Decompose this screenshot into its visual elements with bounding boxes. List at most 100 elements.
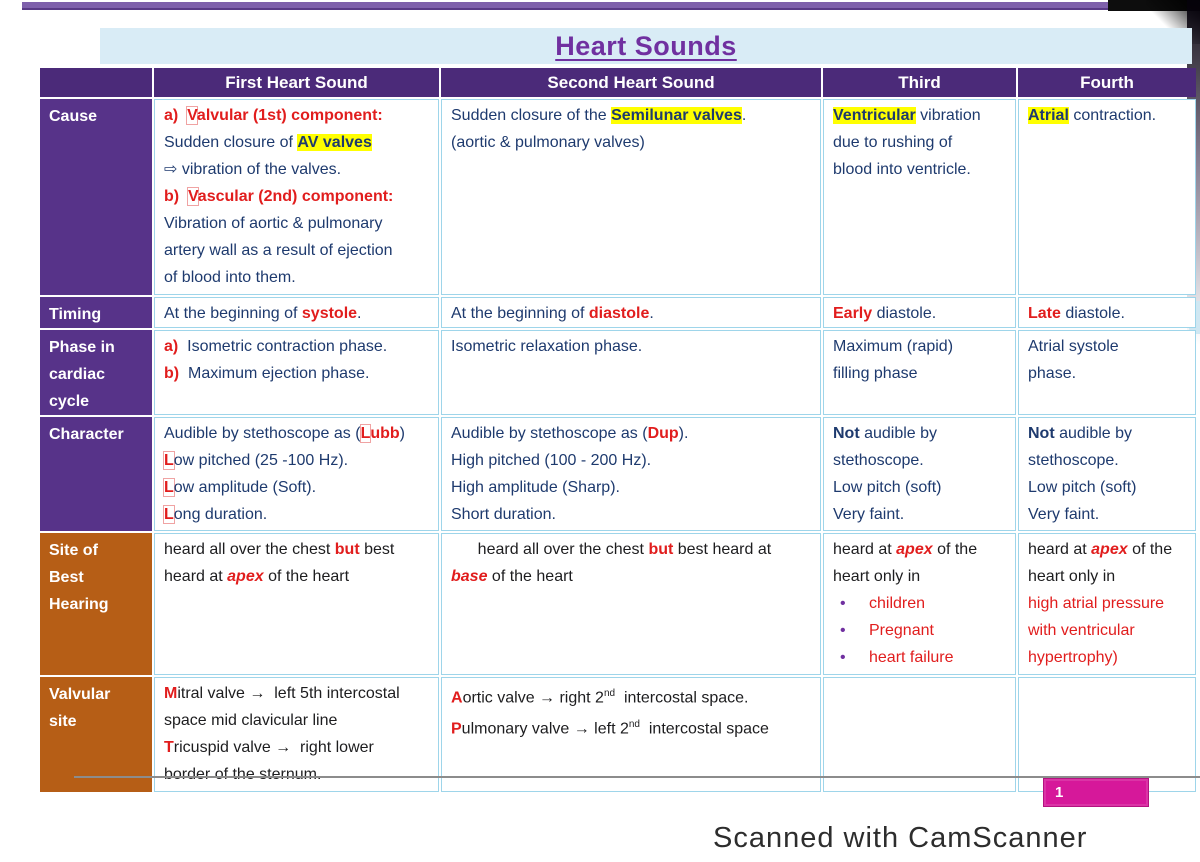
- table-cell: Mitral valve → left 5th intercostal space…: [154, 677, 439, 792]
- text-segment: a): [164, 338, 179, 355]
- text-segment: heard all over the chest: [451, 541, 649, 558]
- cell-line: Short duration.: [451, 501, 818, 528]
- table-cell: Atrial contraction.: [1018, 99, 1196, 295]
- cell-line: At the beginning of systole.: [164, 300, 436, 327]
- text-segment: stethoscope.: [1028, 452, 1119, 469]
- text-segment: a): [164, 107, 188, 124]
- table-cell: At the beginning of systole.: [154, 297, 439, 328]
- cell-line: Late diastole.: [1028, 300, 1193, 327]
- text-segment: blood into ventricle.: [833, 161, 971, 178]
- cell-line: with ventricular: [1028, 617, 1193, 644]
- row-label: Site of Best Hearing: [40, 533, 152, 675]
- text-segment: contraction.: [1068, 107, 1157, 124]
- text-segment: high atrial pressure: [1028, 595, 1165, 612]
- table-cell: [823, 677, 1016, 792]
- cell-line: of blood into them.: [164, 264, 436, 291]
- cell-line: High amplitude (Sharp).: [451, 474, 818, 501]
- table-cell: Ventricular vibration due to rushing of bl…: [823, 99, 1016, 295]
- column-header: Fourth: [1018, 68, 1196, 97]
- cell-line: Ventricular vibration: [833, 102, 1013, 129]
- cell-line: Atrial systole: [1028, 333, 1193, 360]
- text-segment: T: [164, 739, 174, 756]
- cell-line: • Pregnant: [833, 617, 1013, 644]
- text-segment: heard all over the chest: [164, 541, 335, 558]
- cell-line: a) Valvular (1st) component:: [164, 102, 436, 129]
- text-segment: phase.: [1028, 365, 1077, 382]
- text-segment: →: [249, 685, 266, 702]
- cell-line: Aortic valve → right 2nd intercostal spa…: [451, 680, 818, 711]
- text-segment: b): [164, 188, 188, 205]
- text-segment: intercostal space: [639, 720, 769, 738]
- text-segment: Very faint.: [1028, 506, 1100, 523]
- text-segment: ong duration.: [173, 506, 268, 523]
- camscanner-watermark: Scanned with CamScanner: [713, 822, 1088, 854]
- cell-line: Atrial contraction.: [1028, 102, 1193, 129]
- cell-line: ⇨ vibration of the valves.: [164, 156, 436, 183]
- text-segment: filling phase: [833, 365, 918, 382]
- table-cell: Sudden closure of the Semilunar valves. (…: [441, 99, 821, 295]
- column-header: Second Heart Sound: [441, 68, 821, 97]
- text-segment: due to rushing of: [833, 134, 953, 151]
- cell-line: Audible by stethoscope as (Dup).: [451, 420, 818, 447]
- table-row: Timing At the beginning of systole. At the…: [40, 297, 1196, 328]
- text-segment: L: [164, 452, 174, 469]
- table-row: Phase in cardiac cycle a) Isometric contr…: [40, 330, 1196, 415]
- text-segment: .: [357, 305, 362, 322]
- text-segment: diastole.: [1060, 305, 1125, 322]
- cell-line: Maximum (rapid): [833, 333, 1013, 360]
- table-cell: Early diastole.: [823, 297, 1016, 328]
- table-row: Character Audible by stethoscope as (Lubb…: [40, 417, 1196, 531]
- table-cell: [1018, 677, 1196, 792]
- text-segment: Late: [1028, 305, 1061, 322]
- text-segment: •: [840, 595, 846, 612]
- column-header: [40, 68, 152, 97]
- cell-line: heard all over the chest but best: [164, 536, 436, 563]
- text-segment: Audible by stethoscope as (: [164, 425, 361, 442]
- table-row: Cause a) Valvular (1st) component: Sudden …: [40, 99, 1196, 295]
- text-segment: Atrial systole: [1028, 338, 1119, 355]
- text-segment: Low pitch (soft): [833, 479, 942, 496]
- text-segment: High pitched (100 - 200 Hz).: [451, 452, 652, 469]
- cell-line: Tricuspid valve → right lower: [164, 734, 436, 761]
- table-cell: Audible by stethoscope as (Dup). High pit…: [441, 417, 821, 531]
- text-segment: children: [869, 595, 926, 612]
- text-segment: ascular (2nd) component:: [197, 188, 394, 205]
- cell-line: Audible by stethoscope as (Lubb): [164, 420, 436, 447]
- cell-line: Early diastole.: [833, 300, 1013, 327]
- text-segment: audible by: [1054, 425, 1133, 442]
- table-cell: Audible by stethoscope as (Lubb) Low pitc…: [154, 417, 439, 531]
- text-segment: Very faint.: [833, 506, 905, 523]
- text-segment: nd: [628, 719, 640, 731]
- cell-line: Sudden closure of the Semilunar valves.: [451, 102, 818, 129]
- column-header: First Heart Sound: [154, 68, 439, 97]
- text-segment: Maximum ejection phase.: [179, 365, 370, 382]
- table-cell: Aortic valve → right 2nd intercostal spa…: [441, 677, 821, 792]
- text-segment: of the heart: [487, 568, 573, 585]
- text-segment: heard at: [1028, 541, 1092, 558]
- cell-line: high atrial pressure: [1028, 590, 1193, 617]
- text-segment: L: [360, 425, 371, 442]
- text-segment: Dup: [647, 425, 679, 442]
- text-segment: V: [188, 188, 198, 205]
- text-segment: ⇨ vibration of the valves.: [164, 161, 342, 178]
- text-segment: Sudden closure of: [164, 134, 298, 151]
- text-segment: L: [164, 506, 174, 523]
- table-cell: Atrial systole phase.: [1018, 330, 1196, 415]
- text-segment: with ventricular: [1028, 622, 1135, 639]
- text-segment: best: [359, 541, 395, 558]
- header-row: First Heart Sound Second Heart Sound Third…: [40, 68, 1196, 97]
- text-segment: Short duration.: [451, 506, 556, 523]
- page-title: Heart Sounds: [555, 30, 737, 61]
- table-cell: a) Valvular (1st) component: Sudden closu…: [154, 99, 439, 295]
- text-segment: stethoscope.: [833, 452, 924, 469]
- text-segment: AV valves: [297, 134, 372, 151]
- text-segment: right 2: [555, 689, 604, 707]
- text-segment: Vibration of aortic & pulmonary: [164, 215, 383, 232]
- cell-line: Long duration.: [164, 501, 436, 528]
- cell-line: hypertrophy): [1028, 644, 1193, 671]
- text-segment: but: [334, 541, 360, 558]
- row-label: Cause: [40, 99, 152, 295]
- cell-line: Not audible by: [833, 420, 1013, 447]
- text-segment: of the heart: [263, 568, 350, 585]
- cell-line: blood into ventricle.: [833, 156, 1013, 183]
